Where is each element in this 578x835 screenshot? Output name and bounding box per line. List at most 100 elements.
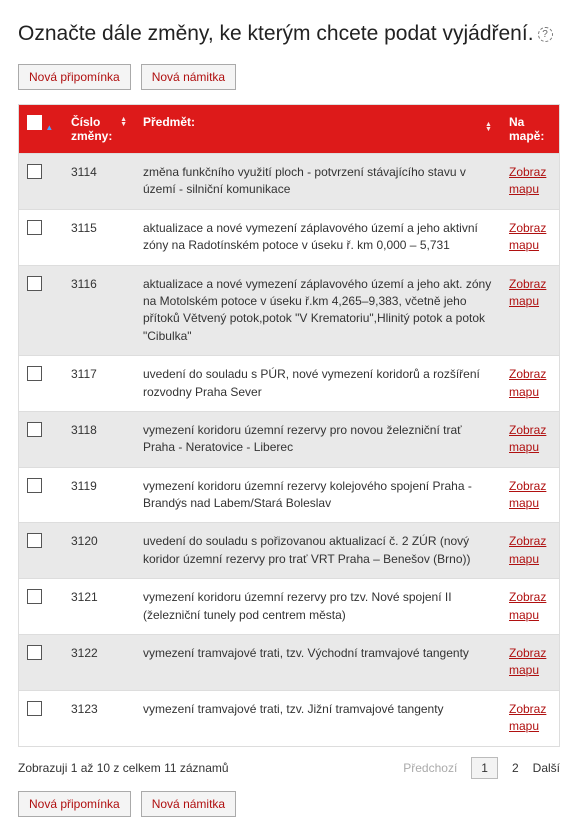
row-map-cell: Zobraz mapu bbox=[501, 154, 559, 210]
row-map-cell: Zobraz mapu bbox=[501, 690, 559, 745]
new-comment-button-bottom[interactable]: Nová připomínka bbox=[18, 791, 131, 817]
row-subject: vymezení tramvajové trati, tzv. Jižní tr… bbox=[135, 690, 501, 745]
row-number: 3120 bbox=[63, 523, 135, 579]
show-map-link[interactable]: Zobraz mapu bbox=[509, 479, 546, 510]
row-checkbox[interactable] bbox=[27, 478, 42, 493]
show-map-link[interactable]: Zobraz mapu bbox=[509, 367, 546, 398]
row-checkbox[interactable] bbox=[27, 701, 42, 716]
row-checkbox-cell bbox=[19, 467, 63, 523]
row-number: 3114 bbox=[63, 154, 135, 210]
row-checkbox[interactable] bbox=[27, 533, 42, 548]
new-objection-button[interactable]: Nová námitka bbox=[141, 64, 236, 90]
pagination-prev[interactable]: Předchozí bbox=[403, 761, 457, 775]
show-map-link[interactable]: Zobraz mapu bbox=[509, 221, 546, 252]
header-map: Na mapě: bbox=[501, 105, 559, 154]
changes-table: ▲ Číslo změny: ▲▼ Předmět: ▲ bbox=[19, 105, 559, 746]
row-subject: aktualizace a nové vymezení záplavového … bbox=[135, 265, 501, 356]
table-row: 3122vymezení tramvajové trati, tzv. Vých… bbox=[19, 635, 559, 691]
row-subject: vymezení koridoru územní rezervy pro nov… bbox=[135, 411, 501, 467]
row-number: 3115 bbox=[63, 209, 135, 265]
row-checkbox[interactable] bbox=[27, 276, 42, 291]
header-sort-extra[interactable]: ▲▼ bbox=[477, 105, 501, 154]
heading-text: Označte dále změny, ke kterým chcete pod… bbox=[18, 22, 534, 46]
show-map-link[interactable]: Zobraz mapu bbox=[509, 702, 546, 733]
row-subject: vymezení koridoru územní rezervy kolejov… bbox=[135, 467, 501, 523]
row-checkbox[interactable] bbox=[27, 589, 42, 604]
table-header-row: ▲ Číslo změny: ▲▼ Předmět: ▲ bbox=[19, 105, 559, 154]
row-checkbox-cell bbox=[19, 690, 63, 745]
table-row: 3116aktualizace a nové vymezení záplavov… bbox=[19, 265, 559, 356]
table-row: 3119vymezení koridoru územní rezervy kol… bbox=[19, 467, 559, 523]
changes-table-wrap: ▲ Číslo změny: ▲▼ Předmět: ▲ bbox=[18, 104, 560, 747]
row-checkbox-cell bbox=[19, 265, 63, 356]
header-map-label: Na mapě: bbox=[509, 115, 544, 143]
row-subject: změna funkčního využití ploch - potvrzen… bbox=[135, 154, 501, 210]
row-subject: uvedení do souladu s PÚR, nové vymezení … bbox=[135, 356, 501, 412]
row-map-cell: Zobraz mapu bbox=[501, 635, 559, 691]
row-checkbox-cell bbox=[19, 635, 63, 691]
table-row: 3117uvedení do souladu s PÚR, nové vymez… bbox=[19, 356, 559, 412]
new-comment-button[interactable]: Nová připomínka bbox=[18, 64, 131, 90]
header-checkbox-cell: ▲ bbox=[19, 105, 63, 154]
row-checkbox-cell bbox=[19, 209, 63, 265]
row-number: 3123 bbox=[63, 690, 135, 745]
show-map-link[interactable]: Zobraz mapu bbox=[509, 423, 546, 454]
row-map-cell: Zobraz mapu bbox=[501, 579, 559, 635]
header-subject-label: Předmět: bbox=[143, 115, 195, 129]
header-subject[interactable]: Předmět: bbox=[135, 105, 477, 154]
row-checkbox[interactable] bbox=[27, 366, 42, 381]
row-subject: aktualizace a nové vymezení záplavového … bbox=[135, 209, 501, 265]
pagination-page[interactable]: 1 bbox=[471, 757, 498, 779]
table-row: 3115aktualizace a nové vymezení záplavov… bbox=[19, 209, 559, 265]
row-map-cell: Zobraz mapu bbox=[501, 209, 559, 265]
help-icon[interactable]: ? bbox=[538, 27, 553, 42]
show-map-link[interactable]: Zobraz mapu bbox=[509, 534, 546, 565]
row-map-cell: Zobraz mapu bbox=[501, 523, 559, 579]
row-checkbox-cell bbox=[19, 356, 63, 412]
row-number: 3118 bbox=[63, 411, 135, 467]
row-checkbox-cell bbox=[19, 154, 63, 210]
table-row: 3120uvedení do souladu s pořizovanou akt… bbox=[19, 523, 559, 579]
row-checkbox-cell bbox=[19, 411, 63, 467]
row-map-cell: Zobraz mapu bbox=[501, 411, 559, 467]
row-map-cell: Zobraz mapu bbox=[501, 265, 559, 356]
show-map-link[interactable]: Zobraz mapu bbox=[509, 646, 546, 677]
row-map-cell: Zobraz mapu bbox=[501, 467, 559, 523]
pagination: Předchozí 12 Další bbox=[403, 757, 560, 779]
header-number-label: Číslo změny: bbox=[71, 115, 114, 143]
new-objection-button-bottom[interactable]: Nová námitka bbox=[141, 791, 236, 817]
row-subject: vymezení koridoru územní rezervy pro tzv… bbox=[135, 579, 501, 635]
row-number: 3122 bbox=[63, 635, 135, 691]
row-number: 3117 bbox=[63, 356, 135, 412]
sort-icon: ▲▼ bbox=[120, 117, 127, 127]
page-title: Označte dále změny, ke kterým chcete pod… bbox=[18, 22, 560, 46]
row-checkbox-cell bbox=[19, 579, 63, 635]
row-checkbox[interactable] bbox=[27, 422, 42, 437]
sort-icon: ▲▼ bbox=[485, 122, 492, 132]
row-number: 3121 bbox=[63, 579, 135, 635]
show-map-link[interactable]: Zobraz mapu bbox=[509, 277, 546, 308]
row-checkbox[interactable] bbox=[27, 164, 42, 179]
table-row: 3121vymezení koridoru územní rezervy pro… bbox=[19, 579, 559, 635]
row-subject: vymezení tramvajové trati, tzv. Východní… bbox=[135, 635, 501, 691]
row-checkbox-cell bbox=[19, 523, 63, 579]
header-number[interactable]: Číslo změny: ▲▼ bbox=[63, 105, 135, 154]
table-row: 3118vymezení koridoru územní rezervy pro… bbox=[19, 411, 559, 467]
sort-asc-indicator: ▲ bbox=[45, 123, 53, 132]
top-button-row: Nová připomínka Nová námitka bbox=[18, 64, 560, 90]
row-map-cell: Zobraz mapu bbox=[501, 356, 559, 412]
show-map-link[interactable]: Zobraz mapu bbox=[509, 590, 546, 621]
row-subject: uvedení do souladu s pořizovanou aktuali… bbox=[135, 523, 501, 579]
row-number: 3119 bbox=[63, 467, 135, 523]
table-row: 3114změna funkčního využití ploch - potv… bbox=[19, 154, 559, 210]
row-number: 3116 bbox=[63, 265, 135, 356]
bottom-button-row: Nová připomínka Nová námitka bbox=[18, 791, 560, 817]
table-row: 3123vymezení tramvajové trati, tzv. Jižn… bbox=[19, 690, 559, 745]
row-checkbox[interactable] bbox=[27, 645, 42, 660]
pagination-next[interactable]: Další bbox=[533, 761, 560, 775]
show-map-link[interactable]: Zobraz mapu bbox=[509, 165, 546, 196]
table-body: 3114změna funkčního využití ploch - potv… bbox=[19, 154, 559, 746]
pagination-page[interactable]: 2 bbox=[512, 761, 519, 775]
row-checkbox[interactable] bbox=[27, 220, 42, 235]
select-all-checkbox[interactable] bbox=[27, 115, 42, 130]
